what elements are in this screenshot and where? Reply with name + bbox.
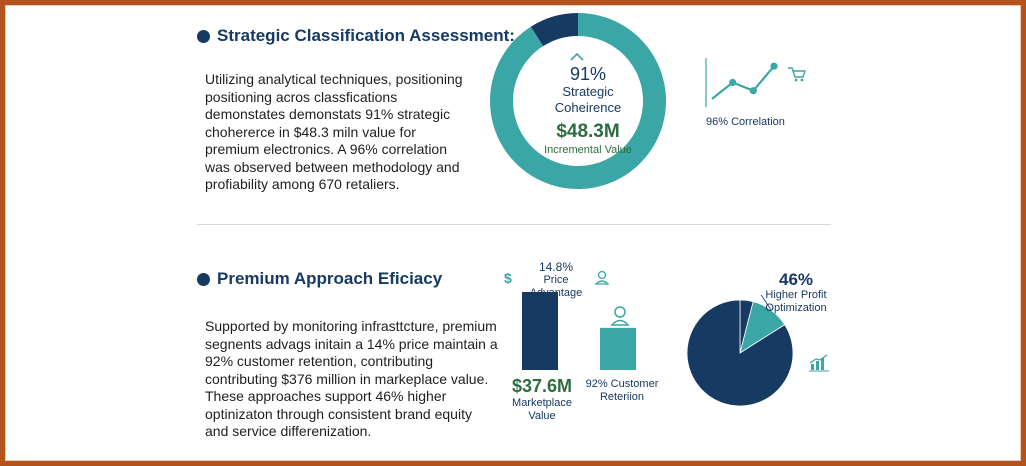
pie-label: 46% Higher Profit Optimization [752,270,840,315]
donut-slice-1 [530,13,578,47]
pie-slices [686,295,794,407]
section1-title: Strategic Classification Assessment: [217,26,515,45]
trend-point [770,62,778,70]
trend-line [711,65,775,100]
pie-caption-line1: Higher Profit [765,289,827,301]
pie-value: 46% [778,270,814,289]
donut-label-line1: Strategic [562,84,614,99]
section1-paragraph: Utilizing analytical techniques, positio… [205,71,463,192]
bar-left-caption: Marketplace Value [512,397,572,422]
bar-chart [522,292,636,370]
bar-left-value: $37.6M [511,376,573,396]
bar-right-caption-line1: 92% Customer [585,378,659,390]
bar-growth-icon [809,354,829,372]
user-icon [610,306,630,326]
pie-caption-line2: Optimization [765,302,827,314]
donut-value: $48.3M [556,121,620,142]
section2-bullet-icon [197,273,210,286]
section1-bullet-icon [197,30,210,43]
donut-labels: 91% Strategic Coheirence $48.3M Incremen… [528,64,648,157]
donut-value-caption: Incremental Value [544,144,632,156]
shopping-cart-icon [788,67,806,82]
donut-chart [490,13,666,189]
trend-marks [711,62,778,100]
section2-paragraph: Supported by monitoring infrasttcture, p… [205,318,498,439]
trend-line-chart [705,58,806,107]
bar-1 [600,327,636,370]
bar-0 [522,292,558,370]
trend-point [729,78,737,87]
pie-leader-line [760,295,772,311]
dollar-icon: $ [504,270,512,286]
donut-percent: 91% [569,64,607,84]
user-icon [594,270,610,285]
bar-left-label: $37.6M Marketplace Value [500,376,584,423]
donut-label-line2: Coheirence [554,100,622,115]
bar-marks [522,292,636,370]
pie-slice-2 [686,299,794,407]
caret-up-icon [570,52,584,61]
bar-right-label: 92% Customer Reteriion [584,378,660,404]
section-divider [197,224,831,225]
donut-slices [490,13,666,189]
bar-right-caption-line2: Reteriion [599,391,645,403]
trend-caption: 96% Correlation [706,116,785,128]
bar-top-value: 14.8% [538,260,574,274]
section2-title: Premium Approach Eficiacy [217,269,443,288]
trend-point [749,87,757,95]
pie-chart [686,295,794,407]
content-panel [5,5,1021,461]
